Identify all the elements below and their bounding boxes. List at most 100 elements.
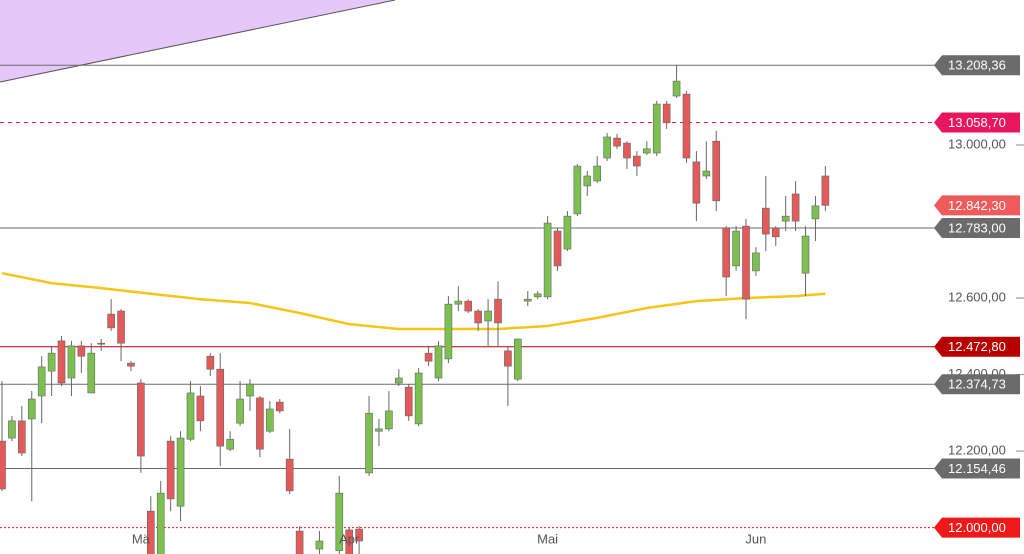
level-label-box — [934, 112, 1020, 133]
candle-body — [345, 529, 354, 554]
candle-body — [385, 410, 393, 430]
candle-body — [652, 103, 661, 154]
level-label: 13.208,36 — [948, 58, 1006, 73]
candle-body — [0, 440, 6, 490]
candle-body — [424, 352, 433, 362]
candle-body — [543, 222, 552, 298]
candle-body — [375, 428, 383, 432]
candle-body — [196, 395, 205, 422]
trend-line — [0, 0, 396, 83]
candle-body — [603, 136, 611, 159]
candle-body — [8, 420, 16, 439]
candle-body — [18, 420, 26, 454]
candle-body — [266, 408, 274, 432]
candle-body — [811, 205, 820, 220]
candle-body — [355, 528, 363, 542]
level-label: 12.000,00 — [948, 520, 1006, 535]
candle-body — [414, 372, 423, 425]
candle-body — [573, 165, 582, 215]
candle-body — [801, 235, 810, 274]
candle-body — [67, 345, 76, 379]
candle-body — [682, 93, 691, 159]
level-label: 12.374,73 — [948, 377, 1006, 392]
candle-body — [444, 303, 453, 360]
level-label-box — [934, 517, 1020, 538]
candle-body — [275, 401, 284, 412]
y-tick-label: 12.600,00 — [948, 289, 1006, 304]
candle-body — [236, 398, 244, 424]
candle-body — [47, 352, 56, 372]
candle-body — [523, 298, 532, 302]
candle-body — [404, 386, 413, 417]
candle-body — [127, 362, 135, 367]
y-tick-label: 12.200,00 — [948, 443, 1006, 458]
candle-body — [633, 155, 641, 167]
candle-body — [117, 310, 125, 344]
candle-body — [226, 438, 234, 450]
candle-body — [285, 458, 294, 492]
candle-body — [186, 392, 195, 440]
candle-body — [97, 342, 105, 345]
candle-body — [712, 140, 721, 202]
candle-body — [623, 142, 631, 159]
candle-body — [365, 412, 373, 474]
level-label-box — [934, 374, 1020, 395]
candle-body — [256, 397, 264, 450]
candle-body — [107, 313, 115, 329]
level-label: 12.154,46 — [948, 461, 1006, 476]
level-label: 13.058,70 — [948, 115, 1006, 130]
candle-body — [553, 230, 562, 267]
candle-body — [394, 377, 403, 384]
candle-body — [722, 227, 730, 278]
candle-body — [464, 300, 473, 312]
candle-body — [692, 161, 701, 204]
x-tick-label: Mä — [132, 531, 151, 546]
candle-body — [742, 225, 750, 300]
candle-body — [563, 215, 572, 250]
level-label-box — [934, 55, 1020, 76]
level-label: 12.842,30 — [948, 198, 1006, 213]
moving-average — [1, 271, 826, 331]
candle-body — [156, 492, 165, 554]
candle-body — [166, 440, 175, 500]
level-labels: 13.208,36 13.058,70 12.842,30 12.783,00 12.4… — [934, 55, 1020, 538]
y-tick-label: 13.000,00 — [948, 136, 1006, 151]
candle-body — [732, 230, 740, 267]
candle-body — [821, 175, 830, 206]
candle-body — [494, 298, 502, 324]
candle-body — [514, 338, 522, 380]
candle-body — [27, 398, 36, 420]
candle-body — [533, 293, 542, 298]
x-tick-label: Apr — [339, 531, 360, 546]
candle-body — [147, 510, 155, 554]
candle-body — [613, 137, 621, 147]
candle-body — [583, 175, 592, 187]
candle-body — [504, 350, 512, 367]
candle-body — [662, 103, 671, 124]
candle-body — [137, 382, 145, 457]
x-tick-label: Mai — [537, 531, 558, 546]
level-label-box — [934, 218, 1020, 239]
x-tick-label: Jun — [745, 531, 766, 546]
level-label: 12.783,00 — [948, 220, 1006, 235]
plot-area — [0, 64, 935, 554]
candle-body — [176, 437, 185, 507]
candle-body — [87, 352, 96, 394]
candle-body — [781, 215, 790, 222]
candle-body — [37, 366, 46, 397]
candle-body — [771, 227, 780, 238]
candle-body — [216, 368, 225, 447]
candle-body — [762, 207, 770, 235]
candle-body — [454, 300, 463, 305]
level-label-box — [934, 336, 1020, 357]
candle-body — [791, 193, 800, 222]
candle-body — [642, 148, 651, 154]
candle-body — [434, 345, 443, 379]
candle-body — [702, 170, 711, 177]
candle-body — [57, 340, 66, 384]
candle-body — [315, 540, 324, 550]
